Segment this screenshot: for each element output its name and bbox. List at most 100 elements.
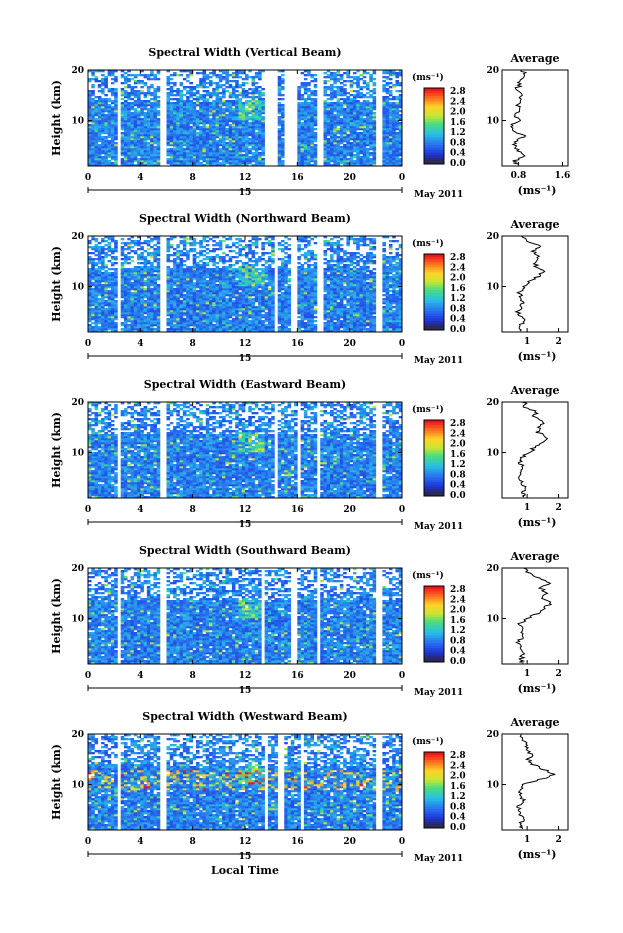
- heatmap-cell: [307, 124, 311, 126]
- heatmap-cell: [202, 326, 206, 328]
- heatmap-cell: [235, 108, 239, 110]
- heatmap-cell: [199, 286, 203, 288]
- heatmap-cell: [137, 310, 141, 312]
- heatmap-cell: [333, 86, 337, 88]
- heatmap-cell: [111, 288, 115, 290]
- heatmap-cell: [199, 154, 203, 156]
- heatmap-cell: [238, 138, 242, 140]
- heatmap-cell: [91, 310, 95, 312]
- heatmap-cell: [140, 132, 144, 134]
- heatmap-cell: [252, 92, 256, 94]
- heatmap-cell: [307, 112, 311, 114]
- heatmap-cell: [310, 124, 314, 126]
- heatmap-cell: [88, 296, 92, 298]
- heatmap-cell: [395, 90, 399, 92]
- heatmap-cell: [327, 156, 331, 158]
- heatmap-cell: [137, 326, 141, 328]
- heatmap-cell: [229, 132, 233, 134]
- heatmap-cell: [176, 74, 180, 76]
- heatmap-cell: [140, 246, 144, 248]
- heatmap-cell: [108, 260, 112, 262]
- heatmap-cell: [310, 158, 314, 160]
- heatmap-cell: [324, 72, 328, 74]
- heatmap-cell: [202, 300, 206, 302]
- heatmap-cell: [131, 112, 135, 114]
- heatmap-cell: [324, 152, 328, 154]
- heatmap-cell: [108, 284, 112, 286]
- heatmap-cell: [369, 94, 373, 96]
- heatmap-cell: [216, 116, 220, 118]
- heatmap-cell: [153, 322, 157, 324]
- heatmap-cell: [202, 286, 206, 288]
- heatmap-cell: [127, 116, 131, 118]
- heatmap-cell: [157, 156, 161, 158]
- heatmap-cell: [98, 96, 102, 98]
- heatmap-cell: [131, 328, 135, 330]
- heatmap-cell: [193, 276, 197, 278]
- heatmap-cell: [245, 130, 249, 132]
- heatmap-cell: [219, 132, 223, 134]
- heatmap-cell: [389, 134, 393, 136]
- heatmap-cell: [340, 110, 344, 112]
- heatmap-cell: [104, 312, 108, 314]
- heatmap-cell: [153, 290, 157, 292]
- heatmap-cell: [278, 142, 282, 144]
- heatmap-cell: [131, 92, 135, 94]
- heatmap-cell: [363, 162, 367, 164]
- heatmap-cell: [186, 142, 190, 144]
- heatmap-cell: [258, 156, 262, 158]
- heatmap-cell: [127, 268, 131, 270]
- heatmap-cell: [278, 84, 282, 86]
- heatmap-cell: [95, 144, 99, 146]
- heatmap-cell: [91, 296, 95, 298]
- heatmap-cell: [127, 124, 131, 126]
- heatmap-cell: [131, 326, 135, 328]
- heatmap-cell: [340, 126, 344, 128]
- heatmap-cell: [88, 256, 92, 258]
- heatmap-cell: [350, 98, 354, 100]
- heatmap-cell: [212, 306, 216, 308]
- heatmap-cell: [88, 134, 92, 136]
- heatmap-cell: [219, 308, 223, 310]
- heatmap-cell: [327, 152, 331, 154]
- heatmap-cell: [183, 128, 187, 130]
- heatmap-cell: [167, 282, 171, 284]
- heatmap-cell: [140, 86, 144, 88]
- heatmap-cell: [167, 82, 171, 84]
- heatmap-cell: [245, 146, 249, 148]
- heatmap-cell: [150, 302, 154, 304]
- heatmap-cell: [91, 150, 95, 152]
- heatmap-cell: [297, 92, 301, 94]
- heatmap-cell: [137, 292, 141, 294]
- heatmap-cell: [121, 268, 125, 270]
- heatmap-cell: [104, 318, 108, 320]
- heatmap-cell: [314, 146, 318, 148]
- heatmap-cell: [389, 128, 393, 130]
- average-title: Average: [509, 52, 559, 65]
- heatmap-cell: [297, 160, 301, 162]
- heatmap-cell: [219, 130, 223, 132]
- heatmap-cell: [183, 286, 187, 288]
- heatmap-cell: [137, 120, 141, 122]
- heatmap-cell: [173, 282, 177, 284]
- heatmap-cell: [209, 278, 213, 280]
- heatmap-cell: [366, 160, 370, 162]
- heatmap-cell: [310, 156, 314, 158]
- heatmap-cell: [212, 116, 216, 118]
- heatmap-cell: [88, 116, 92, 118]
- heatmap-cell: [202, 72, 206, 74]
- heatmap-cell: [170, 114, 174, 116]
- heatmap-cell: [150, 98, 154, 100]
- heatmap-cell: [199, 308, 203, 310]
- heatmap-cell: [140, 148, 144, 150]
- heatmap-cell: [153, 266, 157, 268]
- heatmap-cell: [304, 154, 308, 156]
- heatmap-cell: [278, 112, 282, 114]
- heatmap-cell: [366, 148, 370, 150]
- heatmap-cell: [216, 96, 220, 98]
- heatmap-cell: [121, 120, 125, 122]
- heatmap-cell: [202, 116, 206, 118]
- heatmap-cell: [121, 242, 125, 244]
- heatmap-cell: [157, 260, 161, 262]
- heatmap-cell: [121, 322, 125, 324]
